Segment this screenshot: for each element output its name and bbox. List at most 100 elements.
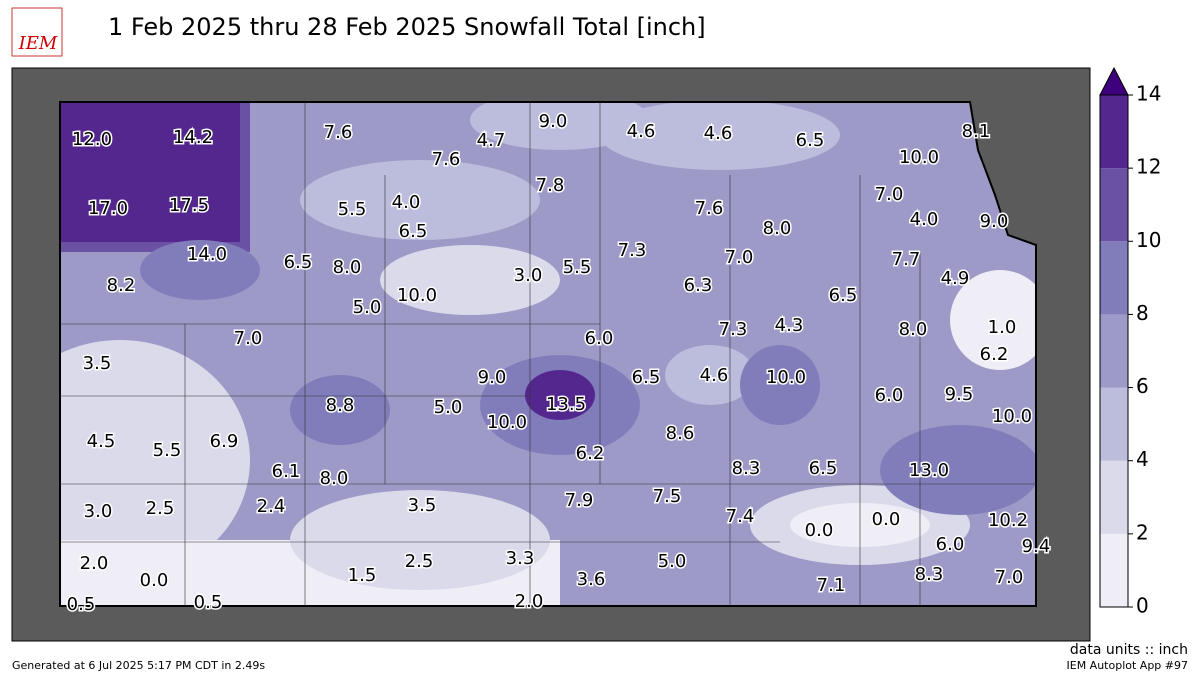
station-value: 7.3 <box>719 319 748 340</box>
colorbar-bin <box>1100 95 1128 169</box>
station-value: 17.0 <box>88 198 128 219</box>
station-value: 7.5 <box>653 486 682 507</box>
colorbar-bin <box>1100 168 1128 242</box>
station-value: 3.6 <box>577 569 606 590</box>
station-value: 3.0 <box>84 501 113 522</box>
state-outline <box>59 101 1037 607</box>
station-value: 10.0 <box>397 285 437 306</box>
station-value: 3.5 <box>408 495 437 516</box>
colorbar: 0 2 4 6 8 10 12 14 <box>1099 66 1161 618</box>
station-value: 4.7 <box>477 130 506 151</box>
station-value: 7.6 <box>695 198 724 219</box>
station-value: 2.0 <box>515 591 544 612</box>
station-value: 7.0 <box>234 328 263 349</box>
station-value: 8.3 <box>915 564 944 585</box>
station-value: 7.4 <box>726 506 755 527</box>
station-value: 7.6 <box>432 149 461 170</box>
station-value: 4.5 <box>87 431 116 452</box>
station-value: 6.5 <box>632 367 661 388</box>
colorbar-bin <box>1100 241 1128 315</box>
station-value: 6.5 <box>809 458 838 479</box>
station-value: 7.9 <box>565 490 594 511</box>
app-label: IEM Autoplot App #97 <box>1067 659 1189 672</box>
contour-fill <box>60 102 1036 606</box>
station-value: 8.0 <box>333 257 362 278</box>
station-value: 5.0 <box>434 397 463 418</box>
station-value: 2.5 <box>146 498 175 519</box>
station-value: 4.0 <box>392 192 421 213</box>
station-value: 4.6 <box>704 123 733 144</box>
colorbar-tick-label: 2 <box>1136 520 1149 544</box>
colorbar-tick-label: 8 <box>1136 301 1149 325</box>
station-value: 5.5 <box>563 257 592 278</box>
station-value: 10.0 <box>487 412 527 433</box>
colorbar-tick-label: 14 <box>1136 82 1161 106</box>
colorbar-extend <box>1099 66 1129 96</box>
colorbar-tick-label: 10 <box>1136 228 1161 252</box>
station-value: 6.0 <box>585 328 614 349</box>
station-value: 9.0 <box>539 111 568 132</box>
station-value: 6.2 <box>980 344 1009 365</box>
station-value: 7.3 <box>618 240 647 261</box>
title: 1 Feb 2025 thru 28 Feb 2025 Snowfall Tot… <box>108 13 706 41</box>
station-value: 8.6 <box>666 423 695 444</box>
station-value: 0.5 <box>67 594 96 615</box>
station-value: 10.0 <box>899 147 939 168</box>
station-value: 2.4 <box>257 496 286 517</box>
station-value: 6.9 <box>210 431 239 452</box>
colorbar-tick-label: 12 <box>1136 155 1161 179</box>
station-value: 5.0 <box>658 551 687 572</box>
station-value: 4.9 <box>941 268 970 289</box>
colorbar-tick-label: 4 <box>1136 447 1149 471</box>
station-value: 4.3 <box>775 315 804 336</box>
colorbar-bin <box>1100 314 1128 388</box>
station-value: 7.0 <box>995 567 1024 588</box>
station-value: 8.0 <box>899 319 928 340</box>
station-value: 1.5 <box>348 565 377 586</box>
station-value: 6.0 <box>936 534 965 555</box>
station-value: 10.0 <box>766 367 806 388</box>
station-value: 2.0 <box>80 553 109 574</box>
units-label: data units :: inch <box>1070 642 1188 658</box>
station-value: 6.0 <box>875 385 904 406</box>
station-value: 9.0 <box>980 211 1009 232</box>
station-value: 3.5 <box>83 353 112 374</box>
station-value: 6.5 <box>796 130 825 151</box>
station-value: 8.2 <box>107 275 136 296</box>
logo: IEM <box>11 7 63 57</box>
station-value: 5.0 <box>353 297 382 318</box>
station-value: 14.2 <box>173 127 213 148</box>
station-value: 6.3 <box>684 275 713 296</box>
station-value: 8.8 <box>326 395 355 416</box>
station-value: 4.6 <box>627 121 656 142</box>
colorbar-bin <box>1100 533 1128 607</box>
station-value: 7.0 <box>725 247 754 268</box>
station-value: 9.4 <box>1022 536 1051 557</box>
station-value: 13.5 <box>546 394 586 415</box>
station-value: 8.0 <box>763 218 792 239</box>
station-value: 10.2 <box>988 510 1028 531</box>
station-value: 8.1 <box>962 121 991 142</box>
station-value: 0.5 <box>194 592 223 613</box>
station-value: 1.0 <box>988 317 1017 338</box>
station-value: 8.0 <box>320 468 349 489</box>
station-value: 7.6 <box>324 122 353 143</box>
station-value: 6.1 <box>272 461 301 482</box>
station-value: 0.0 <box>872 509 901 530</box>
station-labels: 12.0 14.2 7.6 4.7 9.0 4.6 4.6 6.5 8.1 7.6 10.0 7.8 1… <box>65 110 1052 617</box>
station-value: 9.5 <box>945 384 974 405</box>
colorbar-bin <box>1100 460 1128 534</box>
generated-note: Generated at 6 Jul 2025 5:17 PM CDT in 2… <box>12 659 265 672</box>
station-value: 5.5 <box>338 199 367 220</box>
station-value: 7.7 <box>892 249 921 270</box>
station-value: 14.0 <box>187 244 227 265</box>
station-value: 6.5 <box>399 221 428 242</box>
station-value: 5.5 <box>153 440 182 461</box>
station-value: 2.5 <box>405 551 434 572</box>
station-value: 6.5 <box>829 285 858 306</box>
county-lines <box>60 102 1036 606</box>
station-value: 7.1 <box>817 575 846 596</box>
station-value: 6.2 <box>576 443 605 464</box>
